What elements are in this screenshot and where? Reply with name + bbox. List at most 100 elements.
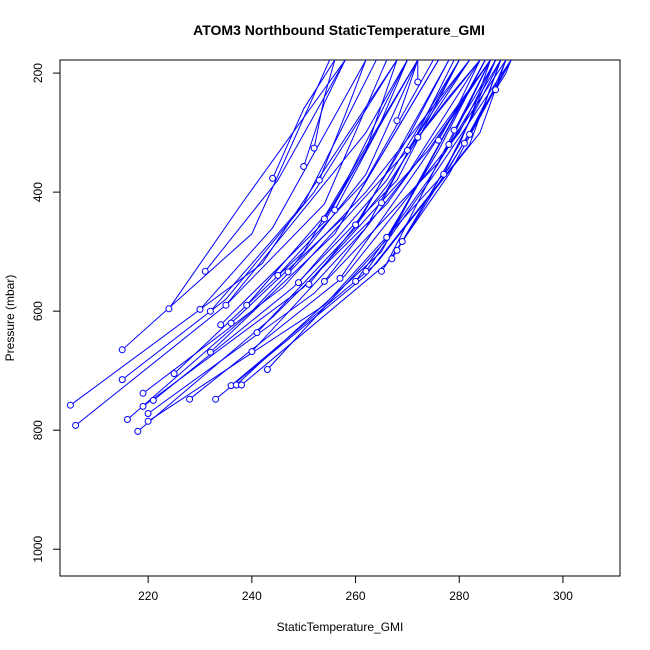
series-line	[75, 60, 408, 426]
data-point	[269, 174, 277, 182]
data-point	[212, 395, 220, 403]
series-line	[142, 60, 481, 394]
series-line	[495, 60, 512, 91]
x-tick-label: 220	[138, 589, 158, 603]
data-point	[393, 117, 401, 125]
y-axis: 200 400 600 800 1000	[31, 63, 60, 563]
data-point	[320, 215, 328, 223]
y-tick-label: 200	[31, 63, 45, 83]
series-line	[225, 60, 388, 306]
data-point	[284, 268, 292, 276]
data-point	[118, 376, 126, 384]
series-line	[334, 60, 408, 211]
data-point	[315, 176, 323, 184]
data-point	[196, 305, 204, 313]
data-point	[398, 238, 406, 245]
data-point	[310, 144, 318, 152]
data-point	[274, 271, 282, 279]
series-line	[152, 60, 460, 401]
data-point	[320, 277, 328, 285]
data-point	[450, 126, 458, 134]
series-line	[303, 60, 346, 167]
series-line	[70, 60, 398, 406]
series-line	[272, 60, 336, 179]
series-line	[324, 60, 481, 282]
data-point	[238, 381, 245, 389]
data-point	[300, 163, 308, 170]
x-axis-label: StaticTemperature_GMI	[277, 620, 404, 634]
series-line	[463, 60, 502, 144]
data-point	[186, 395, 194, 403]
series-line	[438, 60, 481, 141]
series-line	[386, 60, 486, 238]
data-point	[139, 402, 147, 410]
series-line	[168, 60, 346, 310]
data-point	[165, 305, 173, 313]
data-point	[72, 421, 80, 429]
data-point	[352, 277, 360, 285]
series-line	[318, 60, 367, 181]
data-point	[414, 78, 422, 86]
data-point	[170, 370, 178, 378]
data-point	[118, 346, 126, 354]
data-point	[383, 233, 391, 241]
series-line	[355, 60, 450, 226]
series-line	[308, 60, 471, 285]
data-point	[149, 396, 157, 404]
x-tick-label: 240	[242, 589, 262, 603]
data-point	[378, 267, 385, 275]
data-point	[144, 410, 152, 417]
data-point	[414, 133, 422, 141]
series-line	[137, 60, 491, 432]
x-axis: 220 240 260 280 300	[138, 576, 573, 603]
series-line	[199, 60, 367, 310]
data-point	[201, 267, 209, 275]
data-point	[305, 280, 313, 288]
series-line	[298, 60, 460, 283]
data-point	[403, 147, 411, 154]
data-point	[352, 221, 360, 229]
data-point	[336, 274, 344, 282]
data-point	[248, 348, 256, 356]
chart-title: ATOM3 Northbound StaticTemperature_GMI	[193, 22, 485, 38]
series-line	[453, 60, 497, 131]
data-point	[139, 389, 147, 397]
series-line	[204, 60, 346, 272]
data-point	[123, 416, 131, 423]
x-tick-label: 300	[553, 589, 573, 603]
series-line	[210, 60, 377, 312]
data-point	[253, 329, 261, 337]
series-line	[396, 60, 419, 121]
series-line	[277, 60, 434, 276]
y-tick-label: 400	[31, 182, 45, 202]
data-point	[206, 348, 214, 356]
series-line	[121, 60, 398, 380]
data-point	[144, 417, 152, 425]
data-point	[445, 141, 453, 148]
series-line	[127, 60, 470, 420]
plot-frame	[59, 59, 621, 577]
data-point	[393, 246, 401, 254]
data-point	[362, 267, 370, 275]
data-point	[331, 206, 339, 214]
data-point	[378, 199, 385, 207]
data-point	[243, 301, 251, 309]
series-line	[323, 60, 398, 220]
series-line	[246, 60, 408, 306]
x-tick-label: 280	[449, 589, 469, 603]
y-axis-label: Pressure (mbar)	[3, 275, 17, 362]
data-point	[466, 130, 474, 138]
y-tick-label: 600	[31, 301, 45, 321]
series-line	[251, 60, 460, 352]
data-point	[217, 321, 225, 329]
x-tick-label: 260	[346, 589, 366, 603]
data-point	[295, 279, 302, 287]
data-point	[492, 86, 500, 94]
y-tick-label: 1000	[31, 536, 45, 563]
series-layer	[66, 60, 512, 435]
data-point	[222, 301, 230, 309]
data-point	[227, 319, 235, 327]
data-point	[388, 255, 396, 263]
data-point	[66, 401, 74, 409]
